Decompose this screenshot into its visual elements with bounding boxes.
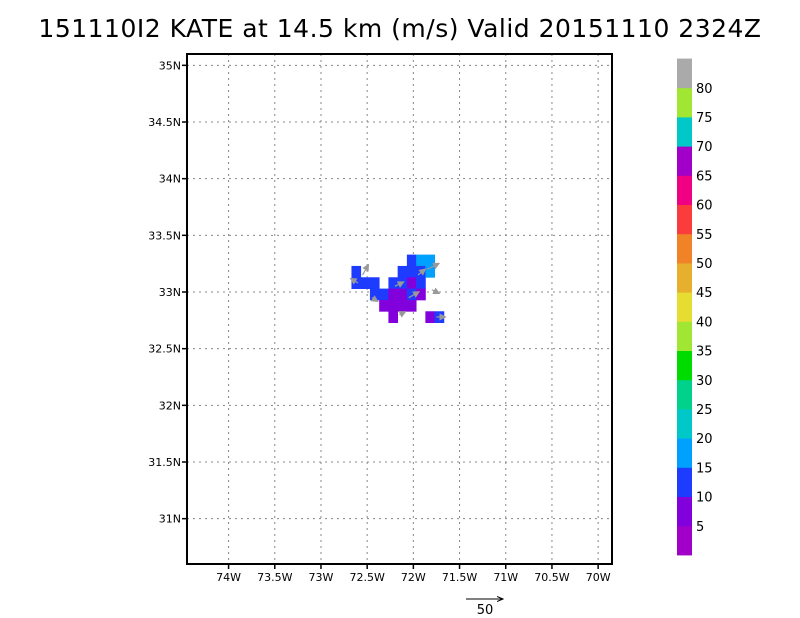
wind-vector <box>417 268 427 276</box>
colorbar-bin <box>677 321 692 351</box>
colorbar-label: 55 <box>696 228 713 243</box>
heatmap-cell <box>406 254 417 267</box>
heatmap-cell <box>416 277 426 289</box>
colorbar-label: 60 <box>696 199 713 214</box>
wind-vector <box>398 311 407 318</box>
wind-vector <box>370 295 379 303</box>
y-tick-label: 31N <box>159 513 181 526</box>
colorbar-bin <box>677 438 692 468</box>
colorbar-bin <box>677 87 692 118</box>
heatmap-cell <box>369 277 380 289</box>
heatmap-cell <box>388 277 399 289</box>
heatmap-cell <box>379 299 389 312</box>
heatmap-cell <box>425 265 436 278</box>
x-tick-label: 72.5W <box>349 571 384 584</box>
colorbar-label: 50 <box>696 257 713 272</box>
colorbar-bin <box>677 496 692 527</box>
colorbar-label: 40 <box>696 315 713 330</box>
heatmap-cell <box>416 254 426 267</box>
colorbar-label: 20 <box>696 432 713 447</box>
y-tick-label: 32N <box>159 399 181 412</box>
chart-title: 151110I2 KATE at 14.5 km (m/s) Valid 201… <box>38 14 762 43</box>
x-axis-ticks: 74W 73.5W 73W 72.5W 72W 71.5W 71W 70.5W 70W <box>216 564 611 584</box>
colorbar-label: 5 <box>696 520 704 535</box>
colorbar-label: 80 <box>696 82 713 97</box>
colorbar-label: 65 <box>696 169 713 184</box>
colorbar-label: 70 <box>696 140 713 155</box>
wind-vectors <box>349 262 447 321</box>
x-tick-label: 73W <box>309 571 334 584</box>
colorbar-label: 10 <box>696 491 713 506</box>
colorbar-bin <box>677 146 692 176</box>
colorbar-bin <box>677 467 692 497</box>
colorbar-bin <box>677 58 692 89</box>
colorbar-bin <box>677 525 692 556</box>
x-tick-label: 74W <box>216 571 241 584</box>
x-tick-label: 71.5W <box>442 571 477 584</box>
x-tick-label: 72W <box>401 571 426 584</box>
wind-vector <box>362 263 370 276</box>
wind-vector <box>431 287 441 294</box>
heatmap-cell <box>397 299 408 312</box>
heatmap-cell <box>351 265 362 278</box>
y-tick-label: 33N <box>159 286 181 299</box>
heatmap-cell <box>406 277 417 289</box>
heatmap-cell <box>388 288 399 301</box>
y-axis-ticks: 31N 31.5N 32N 32.5N 33N 33.5N 34N 34.5N 35N <box>148 59 187 526</box>
heatmap-cell <box>397 265 408 278</box>
heatmap-cell <box>425 254 436 267</box>
heatmap-cell <box>360 277 371 289</box>
colorbar-bin <box>677 292 692 322</box>
heatmap-cell <box>369 288 380 301</box>
colorbar-label: 75 <box>696 111 713 126</box>
colorbar-bin <box>677 117 692 147</box>
y-tick-label: 34.5N <box>148 116 181 129</box>
colorbar-label: 15 <box>696 461 713 476</box>
heatmap-cells <box>351 254 445 323</box>
wind-vector <box>426 262 441 270</box>
y-tick-label: 31.5N <box>148 456 181 469</box>
colorbar-bin <box>677 409 692 439</box>
colorbar-bin <box>677 233 692 264</box>
y-tick-label: 33.5N <box>148 229 181 242</box>
heatmap-cell <box>406 299 417 312</box>
grid-lines <box>187 54 612 564</box>
y-tick-label: 35N <box>159 59 181 72</box>
reference-vector-label: 50 <box>477 603 494 618</box>
colorbar-bin <box>677 175 692 205</box>
heatmap-cell <box>397 288 408 301</box>
heatmap-cell <box>379 288 389 301</box>
colorbar-label: 25 <box>696 403 713 418</box>
x-tick-label: 73.5W <box>257 571 292 584</box>
plot-frame <box>186 53 613 565</box>
heatmap-cell <box>388 299 399 312</box>
heatmap-cell <box>416 288 426 301</box>
x-tick-label: 71W <box>493 571 518 584</box>
heatmap-cell <box>351 277 362 289</box>
x-tick-label: 70W <box>586 571 611 584</box>
colorbar: 5 10 15 20 25 30 35 40 45 50 55 60 65 70 75 80 <box>677 58 713 556</box>
wind-vector <box>408 291 421 299</box>
colorbar-bin <box>677 379 692 410</box>
wind-vector <box>349 277 359 285</box>
reference-vector: 50 <box>466 599 503 618</box>
y-tick-label: 32.5N <box>148 343 181 356</box>
colorbar-bin <box>677 204 692 235</box>
colorbar-bin <box>677 263 692 293</box>
colorbar-label: 45 <box>696 286 713 301</box>
heatmap-cell <box>406 265 417 278</box>
colorbar-bin <box>677 350 692 381</box>
colorbar-label: 30 <box>696 374 713 389</box>
heatmap-cell <box>406 288 417 301</box>
heatmap-cell <box>416 265 426 278</box>
wind-vector <box>394 281 405 288</box>
x-tick-label: 70.5W <box>534 571 569 584</box>
y-tick-label: 34N <box>159 173 181 186</box>
colorbar-label: 35 <box>696 345 713 360</box>
heatmap-cell <box>425 311 436 323</box>
heatmap-cell <box>388 311 399 323</box>
